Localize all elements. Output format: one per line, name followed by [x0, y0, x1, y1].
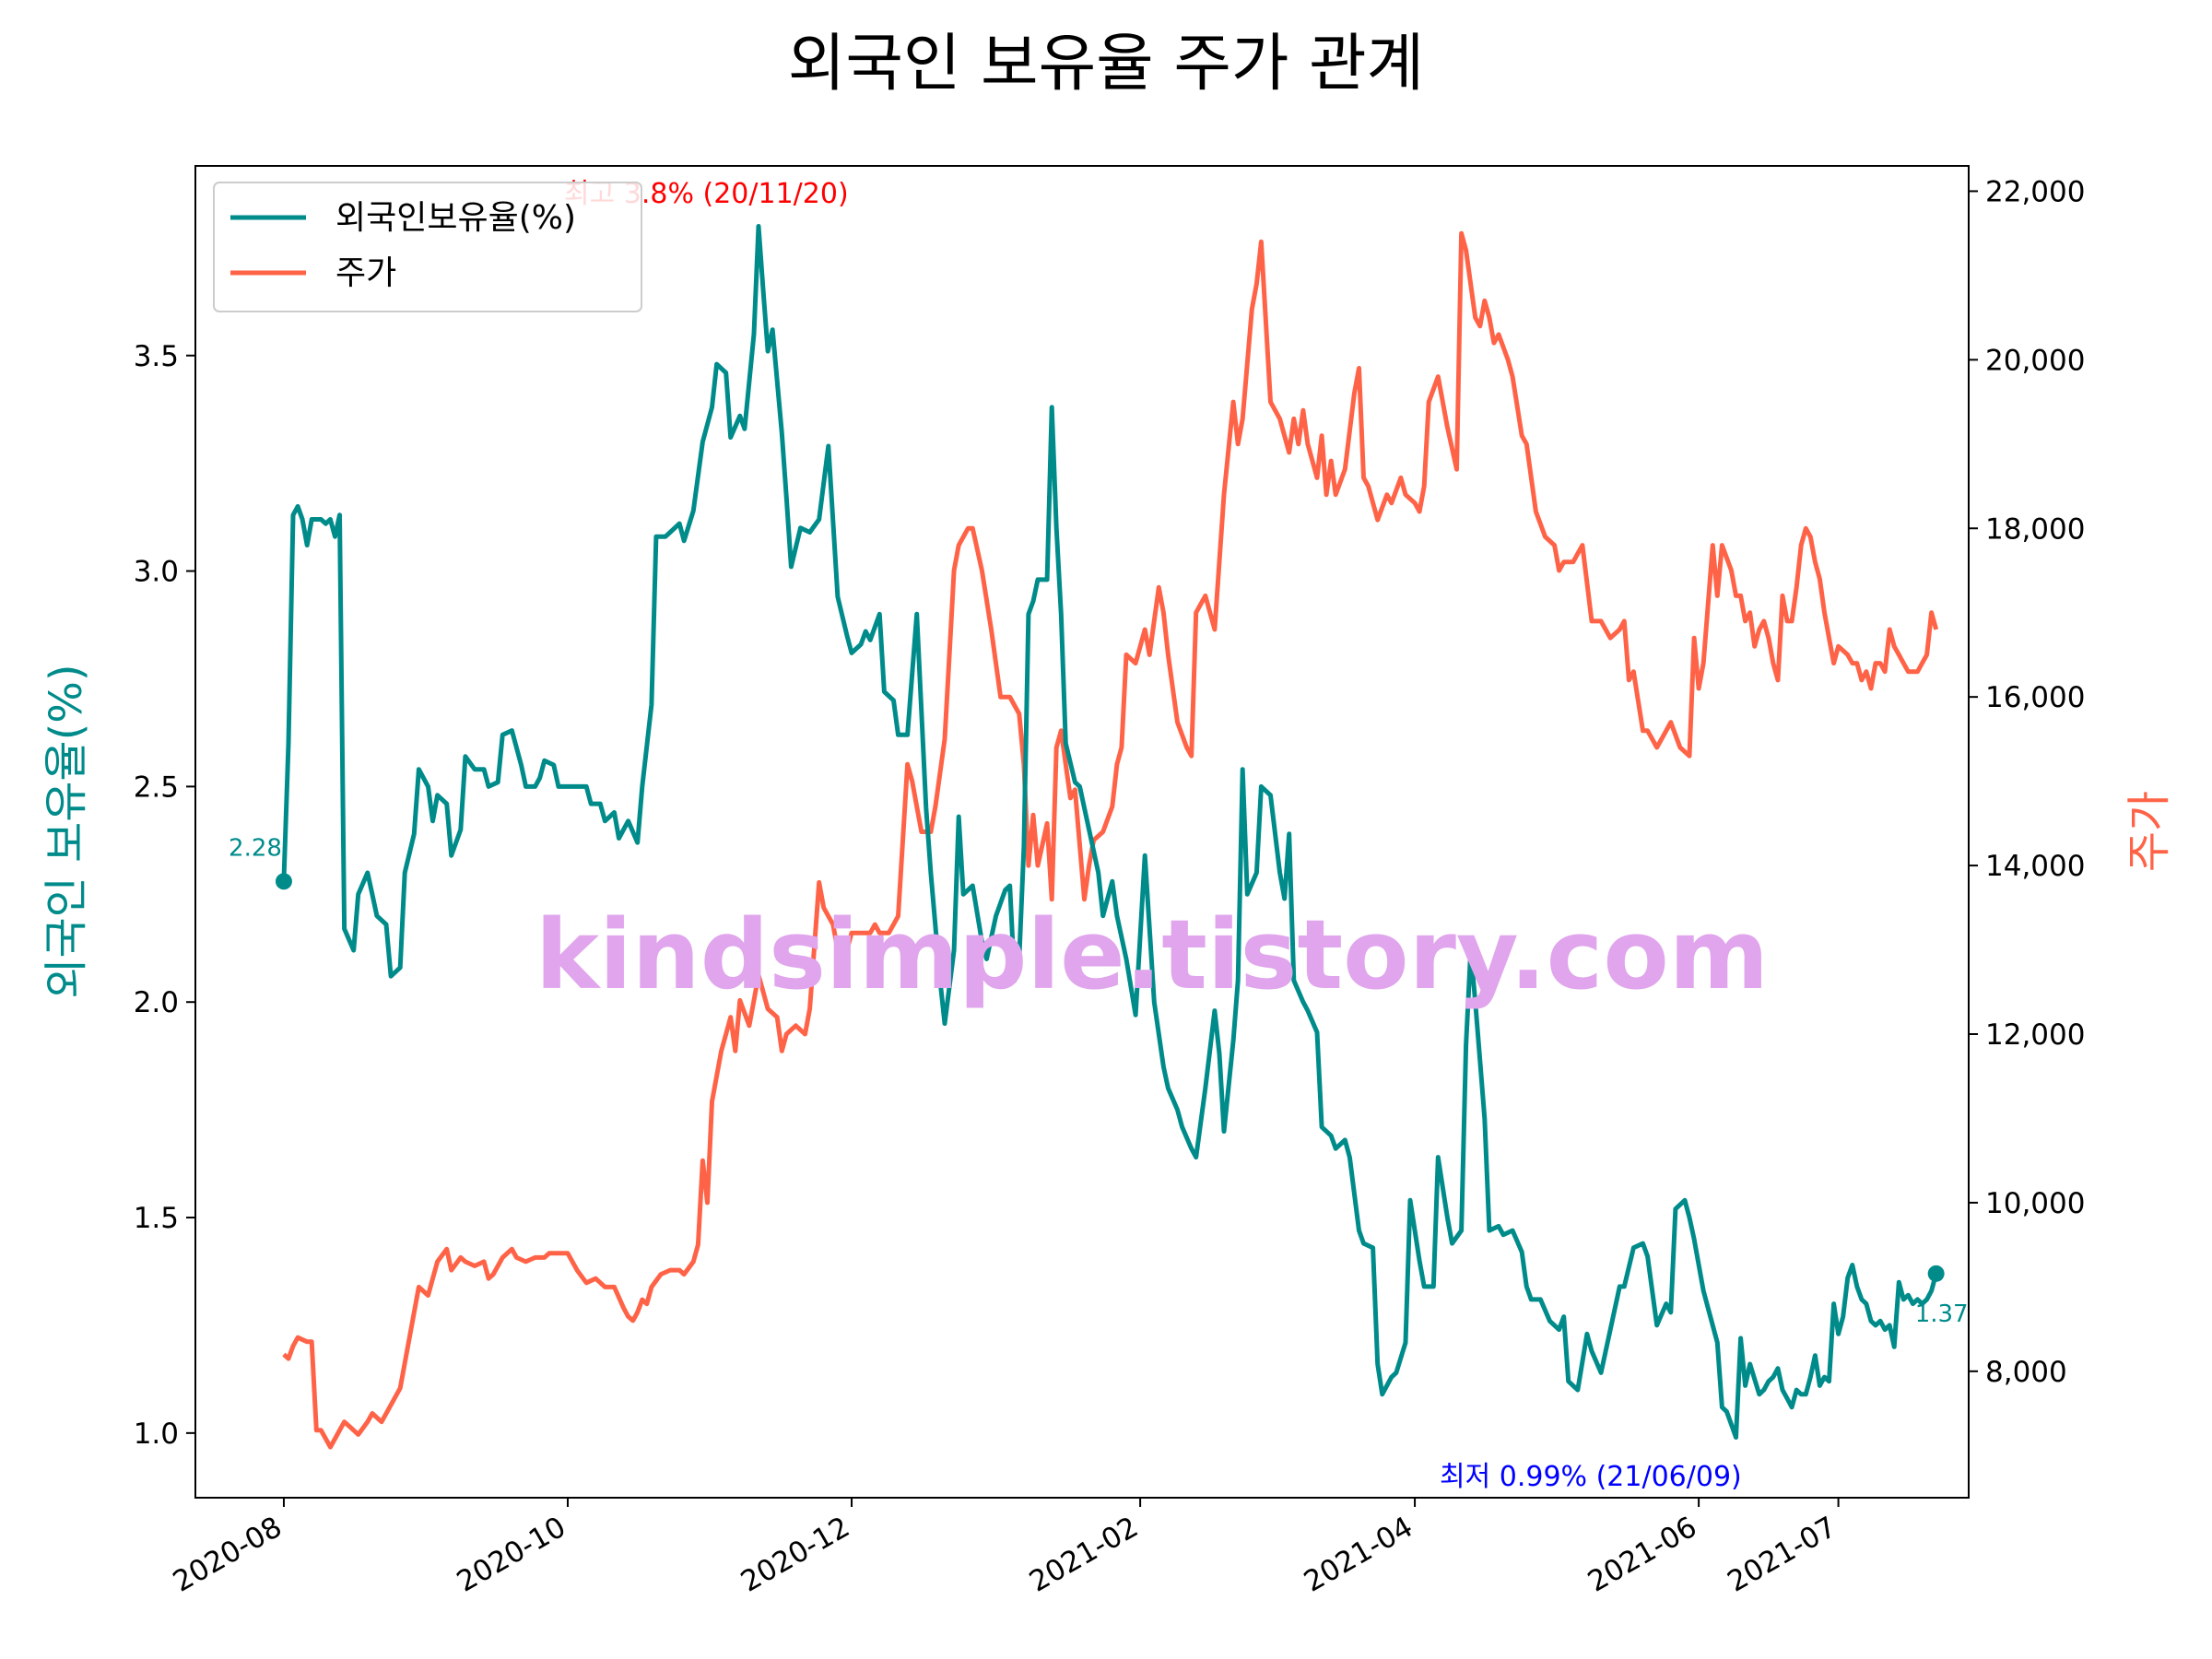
- plot-frame: [194, 165, 1970, 1499]
- min-annotation-prefix: 최저: [1440, 1461, 1500, 1493]
- y-axis-left-label: 외국인 보유율(%): [41, 664, 92, 998]
- watermark: kindsimple.tistory.com: [535, 899, 1769, 1011]
- min-annotation: 최저 0.99% (21/06/09): [1440, 1461, 1742, 1493]
- endpoint-marker: [1927, 1265, 1945, 1282]
- legend: 외국인보유율(%) 주가: [213, 182, 642, 312]
- y-right-tick-label: 20,000: [1985, 344, 2085, 377]
- y-right-tick-label: 18,000: [1985, 512, 2085, 546]
- y-right-tick-label: 8,000: [1985, 1356, 2067, 1389]
- y-left-tick-label: 3.0: [134, 556, 179, 589]
- y-left-tick-label: 1.5: [134, 1202, 179, 1235]
- y-right-tick-label: 12,000: [1985, 1018, 2085, 1052]
- endpoint-marker: [275, 873, 292, 890]
- legend-box: [213, 182, 642, 312]
- endpoint-label: 1.37: [1915, 1300, 1969, 1328]
- max-annotation-value: 3.8% (20/11/20): [624, 178, 849, 210]
- y-axis-left: 1.0 1.5 2.0 2.5 3.0 3.5: [134, 340, 195, 1451]
- y-left-tick-label: 2.0: [134, 986, 179, 1019]
- plot-layer: [281, 224, 1939, 1450]
- y-right-tick-label: 16,000: [1985, 681, 2085, 714]
- chart-title: 외국인 보유율 주가 관계: [788, 28, 1424, 100]
- foreign-ownership-line: [281, 224, 1939, 1440]
- y-left-tick-label: 2.5: [134, 771, 179, 804]
- stock-price-line: [282, 230, 1939, 1450]
- legend-label-foreign: 외국인보유율(%): [335, 199, 576, 237]
- y-axis-right-label: 주가: [2124, 791, 2175, 872]
- y-right-tick-label: 10,000: [1985, 1187, 2085, 1220]
- y-left-tick-label: 1.0: [134, 1418, 179, 1451]
- y-left-tick-label: 3.5: [134, 340, 179, 373]
- min-annotation-value: 0.99% (21/06/09): [1500, 1461, 1742, 1493]
- endpoint-label: 2.28: [229, 834, 282, 862]
- legend-label-price: 주가: [335, 254, 396, 292]
- y-right-tick-label: 14,000: [1985, 850, 2085, 883]
- y-axis-right: 8,000 10,000 12,000 14,000 16,000 18,000 20,00…: [1969, 175, 2085, 1389]
- y-right-tick-label: 22,000: [1985, 175, 2085, 208]
